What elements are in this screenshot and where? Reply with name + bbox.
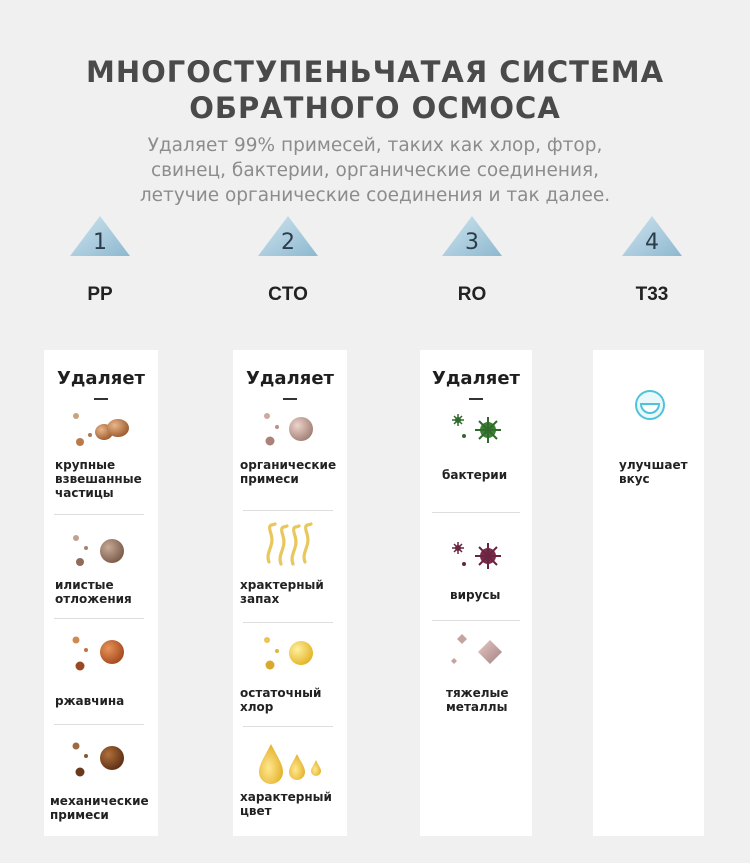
card-ro: Удаляет бактерии [420, 350, 532, 836]
divider [243, 726, 333, 727]
chlorine-icon [264, 637, 313, 670]
card-heading: Удаляет [57, 368, 145, 389]
mechanical-impurities-icon [72, 742, 124, 777]
silt-icon [73, 535, 124, 566]
stage-name: RO [457, 284, 487, 305]
stage-name: T33 [635, 284, 669, 305]
color-drops-icon [259, 744, 321, 784]
stage-2: 2 CTO [228, 214, 348, 306]
heavy-metals-icon [451, 634, 502, 664]
item-label: ржавчина [55, 694, 125, 708]
triangle-icon: 4 [620, 214, 684, 260]
triangle-icon: 3 [440, 214, 504, 260]
heading-dash [469, 398, 483, 400]
virus-icon [452, 542, 501, 569]
stage-number: 4 [645, 230, 659, 255]
stage-number: 1 [93, 230, 107, 255]
divider [432, 512, 520, 513]
item-label: механические примеси [50, 794, 149, 822]
subtitle: Удаляет 99% примесей, таких как хлор, фт… [0, 133, 750, 208]
item-label: илистые отложения [55, 578, 132, 606]
divider [243, 510, 333, 511]
item-label: остаточный хлор [240, 686, 322, 714]
smile-icon [635, 390, 665, 420]
stage-name: CTO [268, 284, 308, 305]
item-label: бактерии [442, 468, 508, 482]
stage-number: 2 [281, 230, 295, 255]
odor-icon [266, 522, 313, 566]
divider [432, 620, 520, 621]
item-label: улучшает вкус [619, 458, 688, 486]
bacteria-icon [452, 414, 501, 443]
heading-dash [283, 398, 297, 400]
organic-impurities-icon [264, 413, 313, 446]
stage-number: 3 [465, 230, 479, 255]
large-particles-icon [73, 413, 129, 446]
triangle-icon: 2 [256, 214, 320, 260]
stage-name: PP [87, 284, 113, 305]
page-title-line1: МНОГОСТУПЕНЬЧАТАЯ СИСТЕМА [85, 55, 665, 89]
divider [54, 724, 144, 725]
subtitle-line2: свинец, бактерии, органические соединени… [150, 160, 600, 181]
item-label: вирусы [450, 588, 501, 602]
item-label: органические примеси [240, 458, 337, 486]
item-label: крупные взвешанные частицы [55, 458, 142, 500]
card-pp: Удаляет крупные взвешанные частицы илист… [44, 350, 158, 836]
page-title-line2: ОБРАТНОГО ОСМОСА [189, 91, 561, 125]
heading-dash [94, 398, 108, 400]
subtitle-line3: летучие органические соединения и так да… [139, 185, 611, 206]
stage-4: 4 T33 [592, 214, 712, 306]
subtitle-line1: Удаляет 99% примесей, таких как хлор, фт… [147, 135, 603, 156]
divider [54, 618, 144, 619]
rust-icon [72, 636, 124, 671]
card-heading: Удаляет [432, 368, 520, 389]
stage-1: 1 PP [40, 214, 160, 306]
card-t33: улучшает вкус [593, 350, 704, 836]
divider [54, 514, 144, 515]
stage-3: 3 RO [412, 214, 532, 306]
card-heading: Удаляет [246, 368, 334, 389]
item-label: характерный цвет [240, 790, 332, 818]
item-label: тяжелые металлы [446, 686, 509, 714]
item-label: храктерный запах [240, 578, 324, 606]
triangle-icon: 1 [68, 214, 132, 260]
divider [243, 622, 333, 623]
card-cto: Удаляет органические примеси храктерный … [233, 350, 347, 836]
